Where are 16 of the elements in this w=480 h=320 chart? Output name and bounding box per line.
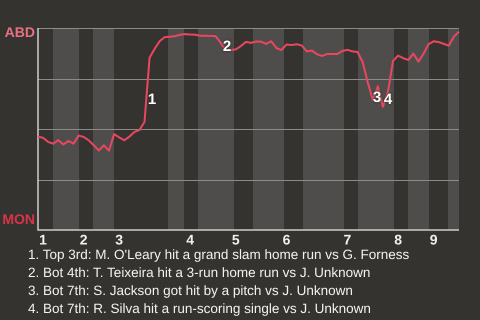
x-tick-label: 9 (430, 231, 438, 248)
x-tick-label: 5 (232, 231, 240, 248)
annotation: 1 (148, 91, 156, 108)
text: 3. Bot 7th: S. Jackson got hit by a pitch vs J. Unknown (28, 282, 354, 300)
x-tick-label: 8 (394, 231, 402, 248)
text: MON (2, 210, 35, 227)
x-tick-label: 4 (186, 231, 194, 248)
text: 4. Bot 7th: R. Silva hit a run-scoring single vs J. Unknown (28, 300, 372, 318)
text: 1. Top 3rd: M. O'Leary hit a grand slam home run vs G. Forness (28, 246, 410, 264)
x-tick-label: 2 (80, 231, 88, 248)
x-tick-label: 7 (344, 231, 352, 248)
x-tick-label: 1 (39, 231, 48, 248)
x-tick-label: 3 (115, 231, 124, 248)
text: 2. Bot 4th: T. Teixeira hit a 3-run home run vs J. Unknown (28, 264, 372, 282)
text: ABD (4, 24, 35, 40)
x-tick-label: 6 (282, 231, 291, 248)
